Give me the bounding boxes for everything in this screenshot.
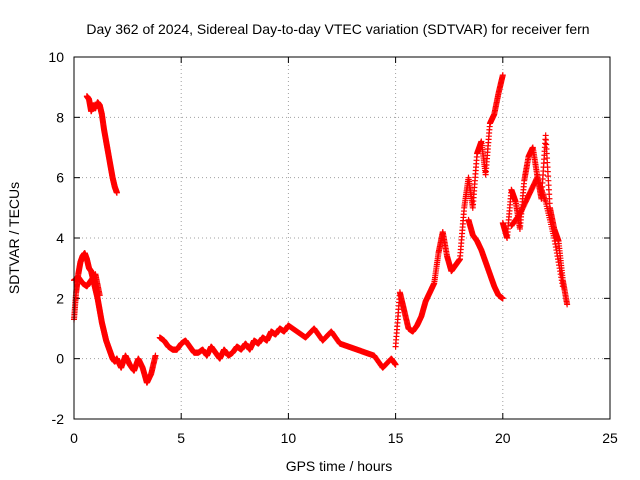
ticks: 0 5 10 15 20 25 -2 0 2 4 6 8 10 <box>48 49 618 446</box>
y-tick-label: 8 <box>56 109 64 125</box>
data-point <box>392 361 399 368</box>
y-tick-label: 0 <box>56 351 64 367</box>
x-tick-label: 20 <box>495 430 511 446</box>
data-point <box>499 295 506 302</box>
y-tick-label: 6 <box>56 170 64 186</box>
grid <box>74 57 610 419</box>
x-tick-label: 25 <box>602 430 618 446</box>
data-point <box>113 189 120 196</box>
data-point <box>96 292 103 299</box>
x-tick-label: 0 <box>70 430 78 446</box>
y-tick-label: 4 <box>56 230 64 246</box>
data-point <box>499 72 506 79</box>
x-tick-label: 5 <box>177 430 185 446</box>
x-axis-label: GPS time / hours <box>286 458 393 474</box>
data-point <box>559 283 566 290</box>
y-tick-label: 2 <box>56 290 64 306</box>
y-tick-label: -2 <box>52 411 65 427</box>
x-tick-label: 10 <box>281 430 297 446</box>
y-axis-label: SDTVAR / TECUs <box>6 182 22 294</box>
data-point <box>564 301 571 308</box>
y-tick-label: 10 <box>48 49 64 65</box>
data-point <box>152 352 159 359</box>
chart-title: Day 362 of 2024, Sidereal Day-to-day VTE… <box>86 21 589 37</box>
x-tick-label: 15 <box>388 430 404 446</box>
data-points <box>71 72 571 386</box>
plot-frame <box>73 56 611 420</box>
